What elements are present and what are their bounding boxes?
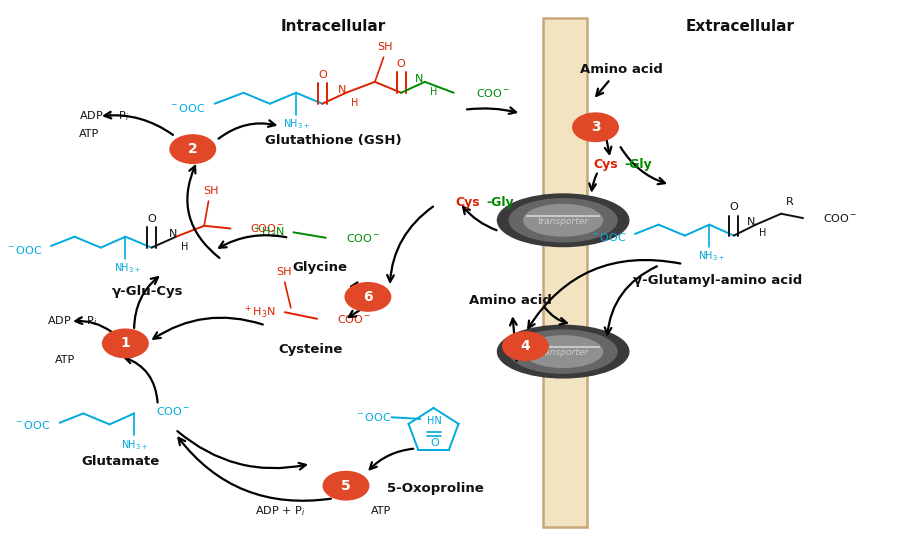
Text: 6: 6 [363,290,373,304]
Text: 4: 4 [521,339,530,353]
Text: 2: 2 [188,142,198,156]
Text: COO$^-$: COO$^-$ [156,405,191,417]
Text: γ-Glu-Cys: γ-Glu-Cys [111,285,183,298]
Text: -Gly: -Gly [625,158,652,171]
Text: ADP + P$_i$: ADP + P$_i$ [79,109,129,123]
Bar [543,18,587,527]
Text: NH$_{3+}$: NH$_{3+}$ [113,261,140,275]
Text: ADP + P$_i$: ADP + P$_i$ [47,315,97,328]
Text: Amino acid: Amino acid [469,294,552,307]
Text: O: O [430,438,439,448]
Text: NH$_{3+}$: NH$_{3+}$ [698,249,725,263]
Circle shape [573,113,619,141]
Text: N: N [415,74,423,84]
Text: γ-Glutamyl-amino acid: γ-Glutamyl-amino acid [634,274,803,287]
Text: H: H [430,87,437,97]
Ellipse shape [510,199,617,242]
Ellipse shape [497,194,628,246]
Text: $^-$OOC: $^-$OOC [14,420,51,432]
Text: $^+$H$_3$N: $^+$H$_3$N [252,224,285,241]
Text: H: H [182,241,189,251]
Text: ADP + P$_i$: ADP + P$_i$ [255,504,306,518]
Text: $^-$OOC: $^-$OOC [169,102,206,114]
Text: transporter: transporter [538,217,589,226]
Text: O: O [318,70,326,80]
Circle shape [102,329,148,358]
Text: SH: SH [378,42,393,52]
Text: N: N [168,229,177,239]
Text: Extracellular: Extracellular [686,19,795,34]
Text: N: N [747,217,755,227]
Ellipse shape [497,326,628,378]
Text: ATP: ATP [79,129,99,139]
Text: ATP: ATP [371,507,391,516]
Text: NH$_{3+}$: NH$_{3+}$ [120,438,147,452]
Text: H: H [352,98,359,108]
Text: Intracellular: Intracellular [280,19,386,34]
Text: $^-$OOC: $^-$OOC [5,244,42,256]
Text: COO$^-$: COO$^-$ [476,87,510,99]
Text: H: H [759,228,767,238]
Text: ATP: ATP [56,355,76,365]
Circle shape [170,135,216,163]
Text: 1: 1 [120,337,130,350]
Text: O: O [729,202,738,212]
Text: 5: 5 [341,478,351,493]
Text: $^+$H$_3$N: $^+$H$_3$N [243,304,276,321]
Circle shape [503,332,548,360]
Text: Cys: Cys [456,195,480,208]
Text: transporter: transporter [538,348,589,358]
Text: SH: SH [203,186,218,196]
Text: Amino acid: Amino acid [581,63,663,76]
Text: O: O [396,59,405,69]
Text: Glutamate: Glutamate [82,454,160,467]
Text: Glutathione (GSH): Glutathione (GSH) [264,134,401,147]
Text: Cysteine: Cysteine [279,343,343,356]
Text: COO$^-$: COO$^-$ [346,232,380,244]
Text: O: O [147,213,156,224]
Ellipse shape [510,330,617,373]
Text: HN: HN [427,416,441,426]
Text: N: N [338,85,347,95]
Text: SH: SH [276,267,291,277]
Text: COO$^-$: COO$^-$ [823,212,858,224]
Text: $^-$OOC: $^-$OOC [590,230,627,243]
Ellipse shape [524,336,602,367]
Text: COO$^-$: COO$^-$ [250,223,284,234]
Text: COO$^-$: COO$^-$ [337,313,372,325]
Circle shape [324,471,369,500]
Text: 3: 3 [591,120,601,134]
Text: Glycine: Glycine [292,261,347,274]
Text: NH$_{3+}$: NH$_{3+}$ [282,117,309,131]
Circle shape [345,283,391,311]
Text: 5-Oxoproline: 5-Oxoproline [387,482,484,495]
Text: Cys: Cys [593,158,618,171]
Ellipse shape [524,205,602,236]
Text: -Gly: -Gly [486,195,513,208]
Text: $^-$OOC: $^-$OOC [355,411,392,424]
Text: R: R [786,197,794,207]
